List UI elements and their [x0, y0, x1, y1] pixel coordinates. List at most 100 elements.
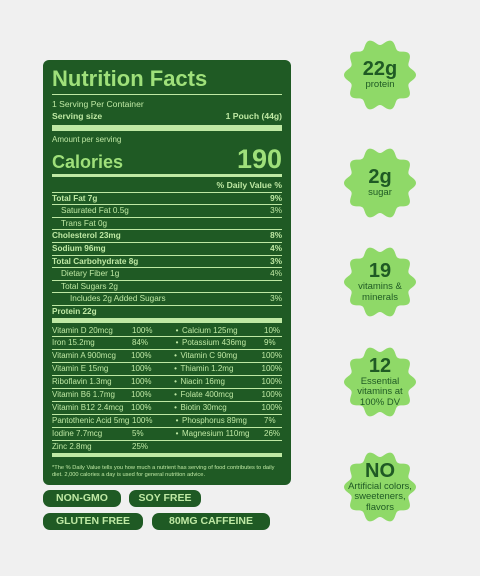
mineral-name: Thiamin 1.2mg: [180, 364, 234, 374]
nutrient-name: Sodium 96mg: [52, 244, 106, 253]
mineral-dv: 100%: [261, 377, 282, 387]
nutrient-dv: 4%: [270, 269, 282, 279]
nutrient-name: Cholesterol 23mg: [52, 231, 121, 241]
nutrient-dv: 9%: [270, 193, 282, 203]
vitamin-dv: 100%: [131, 351, 152, 361]
badge-value: 22g: [362, 58, 398, 81]
serving-size-label: Serving size: [52, 111, 103, 122]
vitamin-row: Vitamin A 900mcg 100% • Vitamin C 90mg 100%: [52, 350, 282, 364]
nutrient-row: Dietary Fiber 1g 4%: [52, 268, 282, 281]
nutrition-facts-panel: Nutrition Facts 1 Serving Per Container …: [43, 60, 291, 485]
vitamin-dv: 25%: [132, 441, 149, 451]
calories-row: Calories 190: [52, 146, 282, 173]
mineral-dv: 100%: [261, 351, 282, 361]
badge-value: 19: [368, 260, 392, 282]
bullet-icon: •: [175, 325, 179, 335]
nutrient-list: Total Fat 7g 9% Saturated Fat 0.5g 3% Tran…: [52, 193, 282, 323]
vitamin-name: Iodine 7.7mcg: [52, 428, 103, 438]
vitamin-dv: 5%: [132, 428, 144, 438]
badge-value: 2g: [368, 166, 392, 189]
vitamin-row: Vitamin B6 1.7mg 100% • Folate 400mcg 100%: [52, 389, 282, 402]
nutrient-row: Cholesterol 23mg 8%: [52, 230, 282, 243]
vitamin-row: Pantothenic Acid 5mg 100% • Phosphorus 89mg…: [52, 415, 282, 428]
tag-non-gmo: NON-GMO: [43, 490, 121, 507]
vitamin-dv: 100%: [131, 390, 152, 400]
tag-gluten-free: GLUTEN FREE: [43, 513, 143, 530]
vitamin-row: Iron 15.2mg 84% • Potassium 436mg 9%: [52, 337, 282, 351]
mineral-dv: 100%: [261, 390, 282, 400]
vitamin-name: Iron 15.2mg: [52, 338, 95, 348]
amount-per-serving-text: Amount per serving: [52, 134, 122, 144]
badge-caption: Artificial colors, sweeteners, flavors: [348, 480, 412, 513]
daily-value-header-text: % Daily Value %: [216, 180, 282, 191]
mineral-name: Magnesium 110mg: [182, 428, 250, 438]
vitamin-name: Riboflavin 1.3mg: [52, 377, 112, 387]
vitamin-dv: 100%: [132, 415, 153, 425]
nutrient-dv: 3%: [270, 256, 282, 266]
vitamin-name: Zinc 2.8mg: [52, 441, 92, 451]
nutrient-name: Total Carbohydrate 8g: [52, 256, 139, 266]
nutrient-name: Dietary Fiber 1g: [61, 269, 120, 279]
badge-protein: 22g protein: [341, 36, 419, 114]
mineral-name: Vitamin C 90mg: [180, 351, 238, 361]
badge-no-artificial: NO Artificial colors, sweeteners, flavors: [341, 448, 419, 526]
nutrient-name: Includes 2g Added Sugars: [70, 294, 166, 304]
vitamin-name: Vitamin B12 2.4mcg: [52, 403, 124, 412]
vitamin-dv: 84%: [132, 338, 149, 348]
wavy-badge-icon: [344, 347, 416, 417]
bullet-icon: •: [174, 390, 177, 400]
bullet-icon: •: [175, 415, 179, 425]
vitamin-row: Vitamin D 20mcg 100% • Calcium 125mg 10%: [52, 325, 282, 338]
nutrient-dv: 4%: [270, 244, 282, 253]
badge-caption: vitamins & minerals: [358, 281, 402, 303]
tag-soy-free: SOY FREE: [129, 490, 201, 507]
divider: [52, 94, 282, 95]
mineral-name: Potassium 436mg: [182, 338, 247, 348]
vitamin-name: Vitamin D 20mcg: [52, 325, 113, 335]
mineral-name: Phosphorus 89mg: [182, 415, 247, 425]
nutrient-dv: 3%: [270, 294, 282, 304]
mineral-dv: 9%: [264, 338, 276, 348]
mineral-dv: 100%: [261, 403, 282, 412]
mineral-dv: 26%: [264, 428, 281, 438]
wavy-badge-icon: [344, 40, 416, 110]
mineral-dv: 10%: [264, 325, 281, 335]
nutrient-name: Trans Fat 0g: [61, 218, 108, 228]
nutrient-name: Total Fat 7g: [52, 193, 98, 203]
nutrient-row: Total Carbohydrate 8g 3%: [52, 256, 282, 269]
nutrient-row: Includes 2g Added Sugars 3%: [52, 293, 282, 306]
nutrient-row: Saturated Fat 0.5g 3%: [52, 205, 282, 218]
servings-text: 1 Serving Per Container: [52, 99, 144, 109]
nutrient-dv: 3%: [270, 206, 282, 216]
mineral-name: Niacin 16mg: [180, 377, 225, 387]
nutrient-name: Total Sugars 2g: [61, 281, 118, 291]
mineral-name: Folate 400mcg: [180, 390, 234, 400]
mineral-name: Biotin 30mcg: [180, 403, 227, 412]
vitamin-row: Vitamin B12 2.4mcg 100% • Biotin 30mcg 100%: [52, 402, 282, 415]
nutrient-row: Sodium 96mg 4%: [52, 243, 282, 256]
wavy-badge-icon: [344, 148, 416, 218]
mineral-dv: 7%: [264, 415, 276, 425]
vitamin-dv: 100%: [131, 403, 152, 412]
badge-caption: Essential vitamins at 100% DV: [357, 375, 403, 408]
badge-vitamins-minerals: 19 vitamins & minerals: [341, 243, 419, 321]
vitamin-name: Vitamin A 900mcg: [52, 351, 116, 361]
footnote: *The % Daily Value tells you how much a …: [52, 464, 275, 478]
bullet-icon: •: [175, 428, 179, 438]
vitamin-row: Zinc 2.8mg 25%: [52, 441, 282, 457]
vitamin-name: Vitamin E 15mg: [52, 364, 109, 374]
vitamin-name: Pantothenic Acid 5mg: [52, 415, 130, 425]
bullet-icon: •: [174, 351, 177, 361]
nutrient-row: Total Fat 7g 9%: [52, 193, 282, 206]
mineral-dv: 100%: [261, 364, 282, 374]
badge-value: 12: [368, 354, 392, 377]
badge-value: NO: [365, 459, 395, 482]
nutrient-row: Protein 22g: [52, 306, 282, 323]
vitamin-table: Vitamin D 20mcg 100% • Calcium 125mg 10% Iro…: [52, 325, 282, 457]
amount-per-serving: Amount per serving: [52, 134, 282, 146]
nutrient-name: Saturated Fat 0.5g: [61, 206, 129, 216]
nutrition-title: Nutrition Facts: [52, 66, 208, 91]
wavy-badge-icon: [344, 452, 416, 522]
calories-label: Calories: [52, 152, 124, 173]
bullet-icon: •: [175, 338, 179, 348]
